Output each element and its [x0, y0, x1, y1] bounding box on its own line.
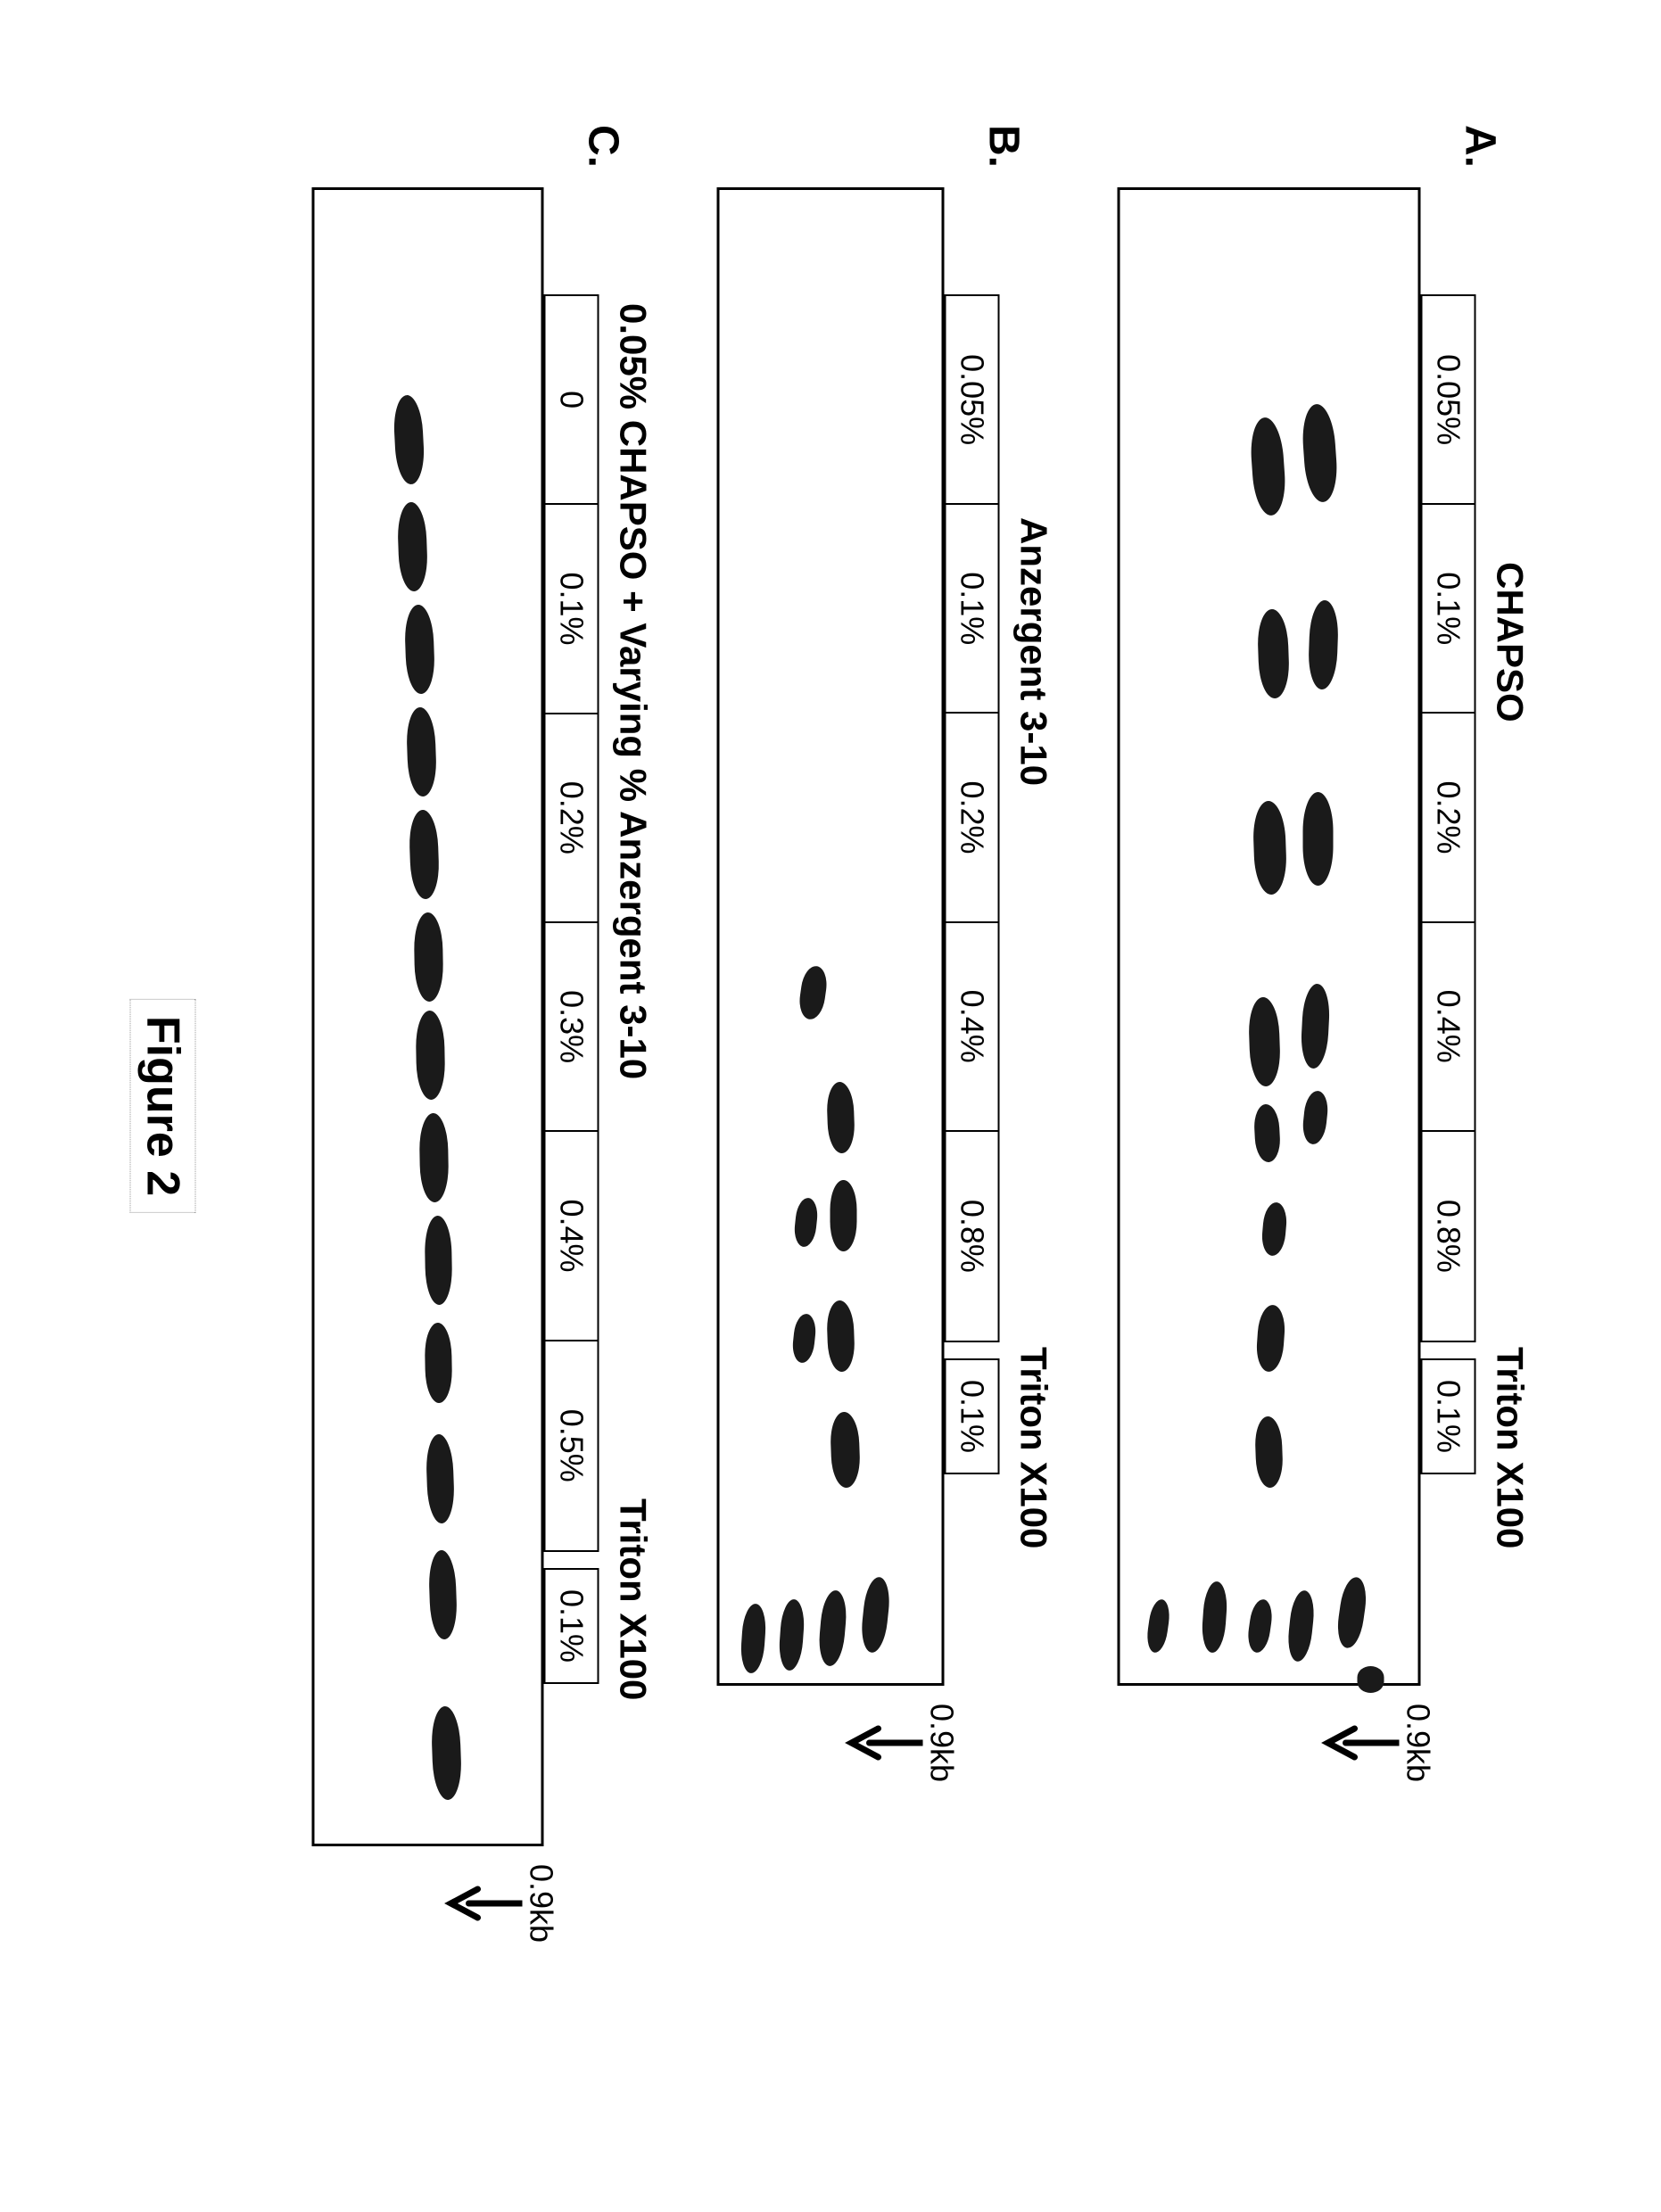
panel-letter: B. — [979, 125, 1055, 187]
arrow-down-icon — [442, 1882, 523, 1925]
concentration-label: 0.1% — [1423, 1360, 1475, 1473]
gel-band — [817, 1589, 848, 1667]
gel-band — [791, 1313, 818, 1364]
size-marker-arrow: 0.9kb — [442, 1864, 560, 1943]
gel-band — [1245, 1598, 1274, 1655]
concentration-label: 0.8% — [946, 1132, 998, 1341]
concentration-label: 0.2% — [946, 714, 998, 922]
size-marker-arrow: 0.9kb — [1319, 1704, 1437, 1782]
gel-image — [717, 187, 945, 1686]
gel-band — [830, 1180, 857, 1251]
panel-row: B.Anzergent 3-10Triton X1000.05%0.1%0.2%… — [717, 125, 1055, 2087]
gel-band — [1358, 1666, 1384, 1693]
gel-band — [425, 1323, 453, 1404]
gel-band — [1300, 983, 1331, 1069]
arrow-down-icon — [1319, 1721, 1400, 1764]
gel-band — [426, 1434, 455, 1524]
panel-row: C.0.05% CHAPSO + Varying % Anzergent 3-1… — [312, 125, 655, 2087]
gel-band — [826, 1082, 855, 1154]
gel-band — [406, 706, 437, 796]
gel-band — [793, 1197, 820, 1248]
gel-band — [393, 394, 426, 485]
gel-band — [1308, 599, 1339, 689]
panel-title: Triton X100 — [1489, 1347, 1532, 1548]
concentration-label: 0.4% — [1423, 923, 1475, 1132]
gel-band — [1255, 1304, 1286, 1373]
gel-band — [1253, 1103, 1281, 1162]
gel-band — [1145, 1598, 1171, 1654]
concentration-label: 0.8% — [1423, 1132, 1475, 1341]
concentration-label: 0.3% — [546, 923, 598, 1132]
arrow-down-icon — [843, 1721, 923, 1764]
gel-band — [778, 1598, 806, 1671]
panel-body: Anzergent 3-10Triton X1000.05%0.1%0.2%0.… — [717, 187, 1055, 1686]
size-marker-label: 0.9kb — [923, 1704, 961, 1782]
gel-band — [1252, 800, 1288, 895]
gel-band — [1301, 1090, 1329, 1145]
gel-band — [428, 1550, 458, 1640]
gel-band — [1301, 403, 1340, 503]
gel-band — [1249, 417, 1288, 516]
panel-letter: A. — [1456, 125, 1532, 187]
concentration-label: 0.4% — [546, 1132, 598, 1341]
concentration-label: 0.2% — [1423, 714, 1475, 922]
panel-row: A.CHAPSOTriton X1000.05%0.1%0.2%0.4%0.8%… — [1118, 125, 1532, 2087]
gel-band — [419, 1113, 450, 1203]
panel-body: 0.05% CHAPSO + Varying % Anzergent 3-10 T… — [312, 187, 655, 1846]
gel-band — [859, 1576, 892, 1654]
gel-image — [1118, 187, 1421, 1686]
gel-band — [416, 1011, 446, 1101]
panel-body: CHAPSOTriton X1000.05%0.1%0.2%0.4%0.8%0.… — [1118, 187, 1532, 1686]
gel-band — [830, 1411, 861, 1488]
concentration-labels-row: 0.05%0.1%0.2%0.4%0.8%0.1% — [1421, 294, 1476, 1686]
gel-band — [431, 1705, 463, 1800]
concentration-label: 0.05% — [946, 296, 998, 505]
concentration-label: 0.1% — [546, 505, 598, 714]
gel-band — [1201, 1581, 1229, 1654]
concentration-label: 0.1% — [546, 1570, 598, 1682]
figure-container: A.CHAPSOTriton X1000.05%0.1%0.2%0.4%0.8%… — [130, 125, 1532, 2087]
gel-band — [425, 1216, 453, 1306]
concentration-labels-row: 0.05%0.1%0.2%0.4%0.8%0.1% — [945, 294, 1000, 1686]
concentration-label: 0.4% — [946, 923, 998, 1132]
concentration-label: 0 — [546, 296, 598, 505]
gel-band — [740, 1603, 767, 1674]
gel-band — [1260, 1201, 1288, 1257]
concentration-label: 0.1% — [946, 505, 998, 714]
concentration-label: 0.2% — [546, 714, 598, 923]
gel-band — [397, 501, 428, 591]
gel-image — [312, 187, 544, 1846]
gel-band — [1335, 1575, 1369, 1649]
gel-band — [1248, 996, 1281, 1086]
gel-band — [1285, 1589, 1316, 1663]
gel-band — [414, 912, 444, 1003]
concentration-label: 0.5% — [546, 1341, 598, 1550]
gel-band — [826, 1300, 855, 1373]
gel-band — [1303, 792, 1334, 886]
size-marker-label: 0.9kb — [523, 1864, 560, 1943]
gel-band — [797, 964, 829, 1020]
gel-band — [404, 604, 435, 694]
panel-title: Triton X100 — [612, 1498, 655, 1700]
size-marker-label: 0.9kb — [1400, 1704, 1437, 1782]
gel-band — [1254, 1416, 1284, 1489]
concentration-label: 0.1% — [1423, 505, 1475, 714]
panel-title: 0.05% CHAPSO + Varying % Anzergent 3-10 — [612, 303, 655, 1079]
panel-title: CHAPSO — [1489, 562, 1532, 722]
panel-letter: C. — [579, 125, 655, 187]
gel-band — [1257, 608, 1290, 698]
concentration-label: 0.05% — [1423, 296, 1475, 505]
gel-band — [409, 809, 440, 899]
figure-caption: Figure 2 — [130, 999, 196, 1213]
concentration-labels-row: 00.1%0.2%0.3%0.4%0.5%0.1% — [544, 294, 599, 1846]
size-marker-arrow: 0.9kb — [843, 1704, 961, 1782]
panel-title: Triton X100 — [1012, 1347, 1055, 1548]
concentration-label: 0.1% — [946, 1360, 998, 1473]
panel-title: Anzergent 3-10 — [1012, 517, 1055, 786]
